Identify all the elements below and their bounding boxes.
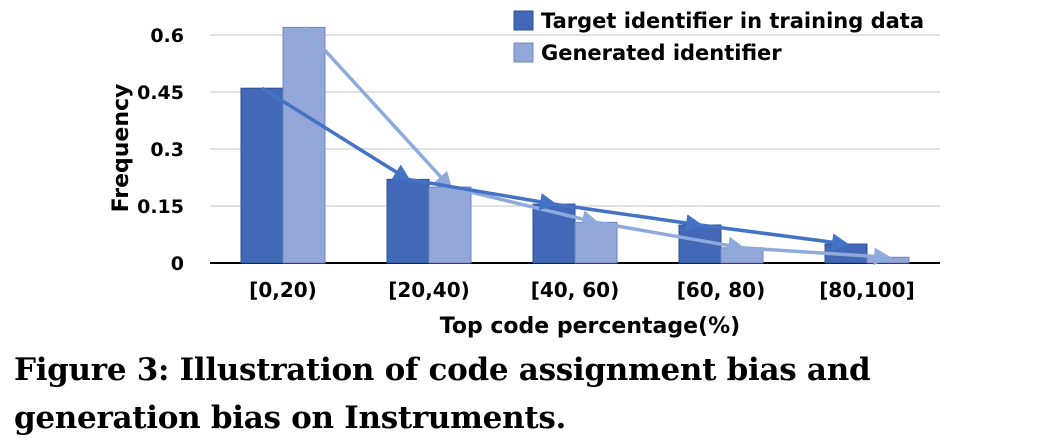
trend-arrow-generated <box>741 246 892 266</box>
bar-target <box>386 178 430 264</box>
bar-generated <box>574 221 618 264</box>
trend-arrow-target <box>553 202 704 232</box>
x-category-labels: [0,20) [20,40) [40, 60) [60, 80) [80,100] <box>249 278 915 302</box>
x-category-label: [0,20) <box>249 278 317 302</box>
trend-arrow-generated <box>449 185 600 228</box>
legend-swatch-target <box>513 10 534 31</box>
bar-chart: 0 0.15 0.3 0.45 0.6 [0,20) [20,40) [40, 60) [60… <box>109 9 940 339</box>
bar-generated <box>428 186 472 264</box>
x-category-label: [40, 60) <box>531 278 620 302</box>
trend-arrow-target <box>261 86 411 182</box>
trend-arrow-target <box>699 223 850 251</box>
y-tick-label: 0 <box>171 253 184 275</box>
y-tick-label: 0.45 <box>137 82 184 104</box>
bar-generated <box>282 26 326 264</box>
x-category-label: [60, 80) <box>677 278 766 302</box>
y-tick-label: 0.6 <box>150 25 184 47</box>
trend-arrow-generated <box>595 220 746 255</box>
legend-label-target: Target identifier in training data <box>541 9 924 33</box>
bar-generated <box>866 256 910 264</box>
y-tick-label: 0.3 <box>150 139 184 161</box>
bar-target <box>240 87 284 264</box>
x-axis-title: Top code percentage(%) <box>440 314 740 339</box>
x-category-label: [20,40) <box>388 278 470 302</box>
trend-arrow-generated <box>302 26 453 190</box>
figure-caption: Figure 3: Illustration of code assignmen… <box>14 352 871 436</box>
legend: Target identifier in training data Gener… <box>513 9 924 65</box>
legend-swatch-generated <box>513 42 534 63</box>
x-category-label: [80,100] <box>819 278 914 302</box>
y-axis-title: Frequency <box>109 84 134 213</box>
y-tick-label: 0.15 <box>137 196 184 218</box>
trend-arrows <box>261 26 892 266</box>
trend-arrow-target <box>407 177 558 211</box>
legend-label-generated: Generated identifier <box>541 41 782 65</box>
y-tick-labels: 0 0.15 0.3 0.45 0.6 <box>137 25 184 275</box>
